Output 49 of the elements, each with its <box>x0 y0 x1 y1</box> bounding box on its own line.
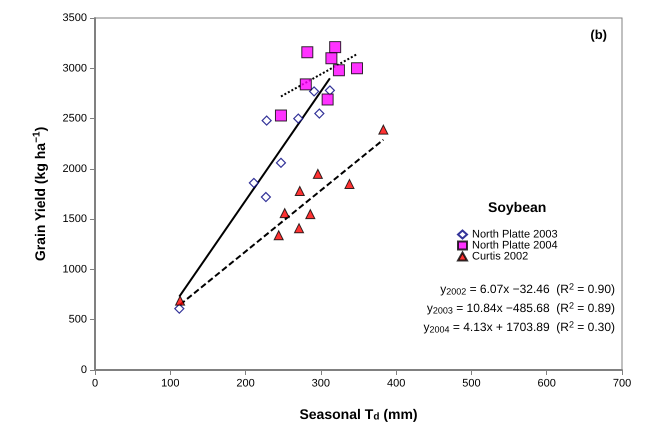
point <box>378 124 388 135</box>
point <box>329 41 342 54</box>
y-tick-label: 1500 <box>62 213 87 226</box>
y-tick-label: 1000 <box>62 263 87 276</box>
legend-label: North Platte 2003 <box>472 228 558 240</box>
x-tick-label: 500 <box>462 378 481 390</box>
point <box>175 296 186 306</box>
y-axis-title: Grain Yield (kg ha−1) <box>32 126 48 262</box>
point <box>294 223 304 234</box>
annotation: (b) <box>590 27 608 42</box>
point <box>350 62 363 74</box>
point <box>294 186 305 196</box>
x-tick-label: 600 <box>538 378 556 390</box>
point <box>301 46 314 58</box>
point <box>314 108 324 119</box>
point <box>322 93 334 106</box>
point <box>248 178 259 188</box>
legend-title: Soybean <box>488 199 546 215</box>
point <box>312 168 323 179</box>
point <box>332 64 345 76</box>
point <box>274 230 284 240</box>
x-tick-label: 0 <box>92 378 98 390</box>
point <box>308 86 320 97</box>
x-tick-label: 300 <box>312 378 330 390</box>
x-axis-title: Seasonal Td (mm) <box>299 406 418 422</box>
point <box>274 110 287 122</box>
y-tick-label: 0 <box>80 364 87 376</box>
x-tick-label: 400 <box>386 378 406 390</box>
point <box>293 113 304 124</box>
point <box>262 115 272 126</box>
y-tick-label: 3000 <box>62 62 87 74</box>
point <box>305 209 316 220</box>
point <box>174 304 184 314</box>
x-tick-label: 700 <box>612 378 632 390</box>
point <box>324 85 335 96</box>
point <box>325 52 338 64</box>
y-tick-label: 500 <box>68 314 87 326</box>
point <box>276 158 286 168</box>
point <box>260 192 271 202</box>
legend-label: Curtis 2002 <box>472 250 528 262</box>
point <box>300 78 312 90</box>
x-tick-label: 200 <box>236 378 255 390</box>
y-tick-label: 2000 <box>62 162 87 175</box>
y-tick-label: 2500 <box>62 112 87 125</box>
point <box>344 178 354 189</box>
x-tick-label: 100 <box>161 378 180 390</box>
point <box>280 208 290 218</box>
y-tick-label: 3500 <box>62 12 87 24</box>
legend-label: North Platte 2004 <box>472 240 558 252</box>
